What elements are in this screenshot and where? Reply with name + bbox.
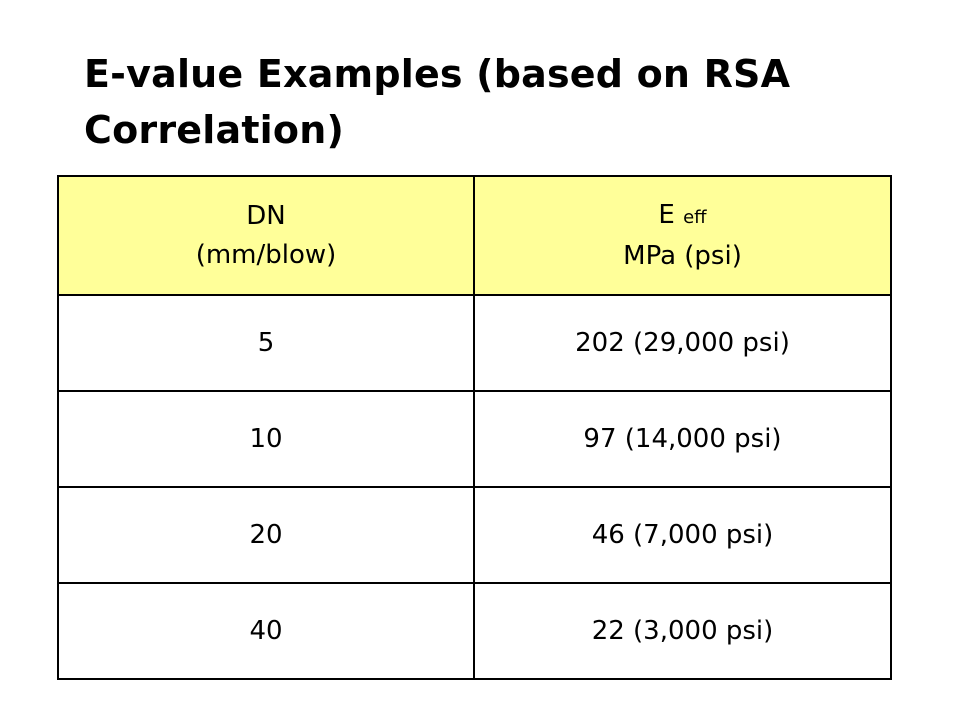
header-eff-subscript: eff: [683, 206, 707, 228]
cell-eff: 46 (7,000 psi): [473, 486, 892, 584]
cell-dn: 20: [57, 486, 475, 584]
header-eff-symbol-line: E eff: [475, 196, 890, 237]
header-dn: DN (mm/blow): [57, 175, 475, 296]
table-row: 10 97 (14,000 psi): [57, 390, 892, 488]
header-eff-unit: MPa (psi): [623, 240, 742, 271]
header-eff: E eff MPa (psi): [473, 175, 892, 296]
table-row: 20 46 (7,000 psi): [57, 486, 892, 584]
cell-dn: 40: [57, 582, 475, 680]
cell-dn: 5: [57, 294, 475, 392]
header-dn-unit: (mm/blow): [195, 239, 337, 270]
cell-eff: 97 (14,000 psi): [473, 390, 892, 488]
slide-title: E-value Examples (based on RSA Correlati…: [84, 52, 791, 152]
cell-eff: 22 (3,000 psi): [473, 582, 892, 680]
header-eff-symbol: E: [658, 199, 675, 230]
table-header-row: DN (mm/blow) E eff MPa (psi): [57, 175, 892, 296]
cell-dn: 10: [57, 390, 475, 488]
cell-eff: 202 (29,000 psi): [473, 294, 892, 392]
evalue-table: DN (mm/blow) E eff MPa (psi) 5 202 (29,0…: [57, 175, 892, 680]
table-row: 40 22 (3,000 psi): [57, 582, 892, 680]
table-row: 5 202 (29,000 psi): [57, 294, 892, 392]
header-dn-label: DN: [246, 200, 286, 231]
